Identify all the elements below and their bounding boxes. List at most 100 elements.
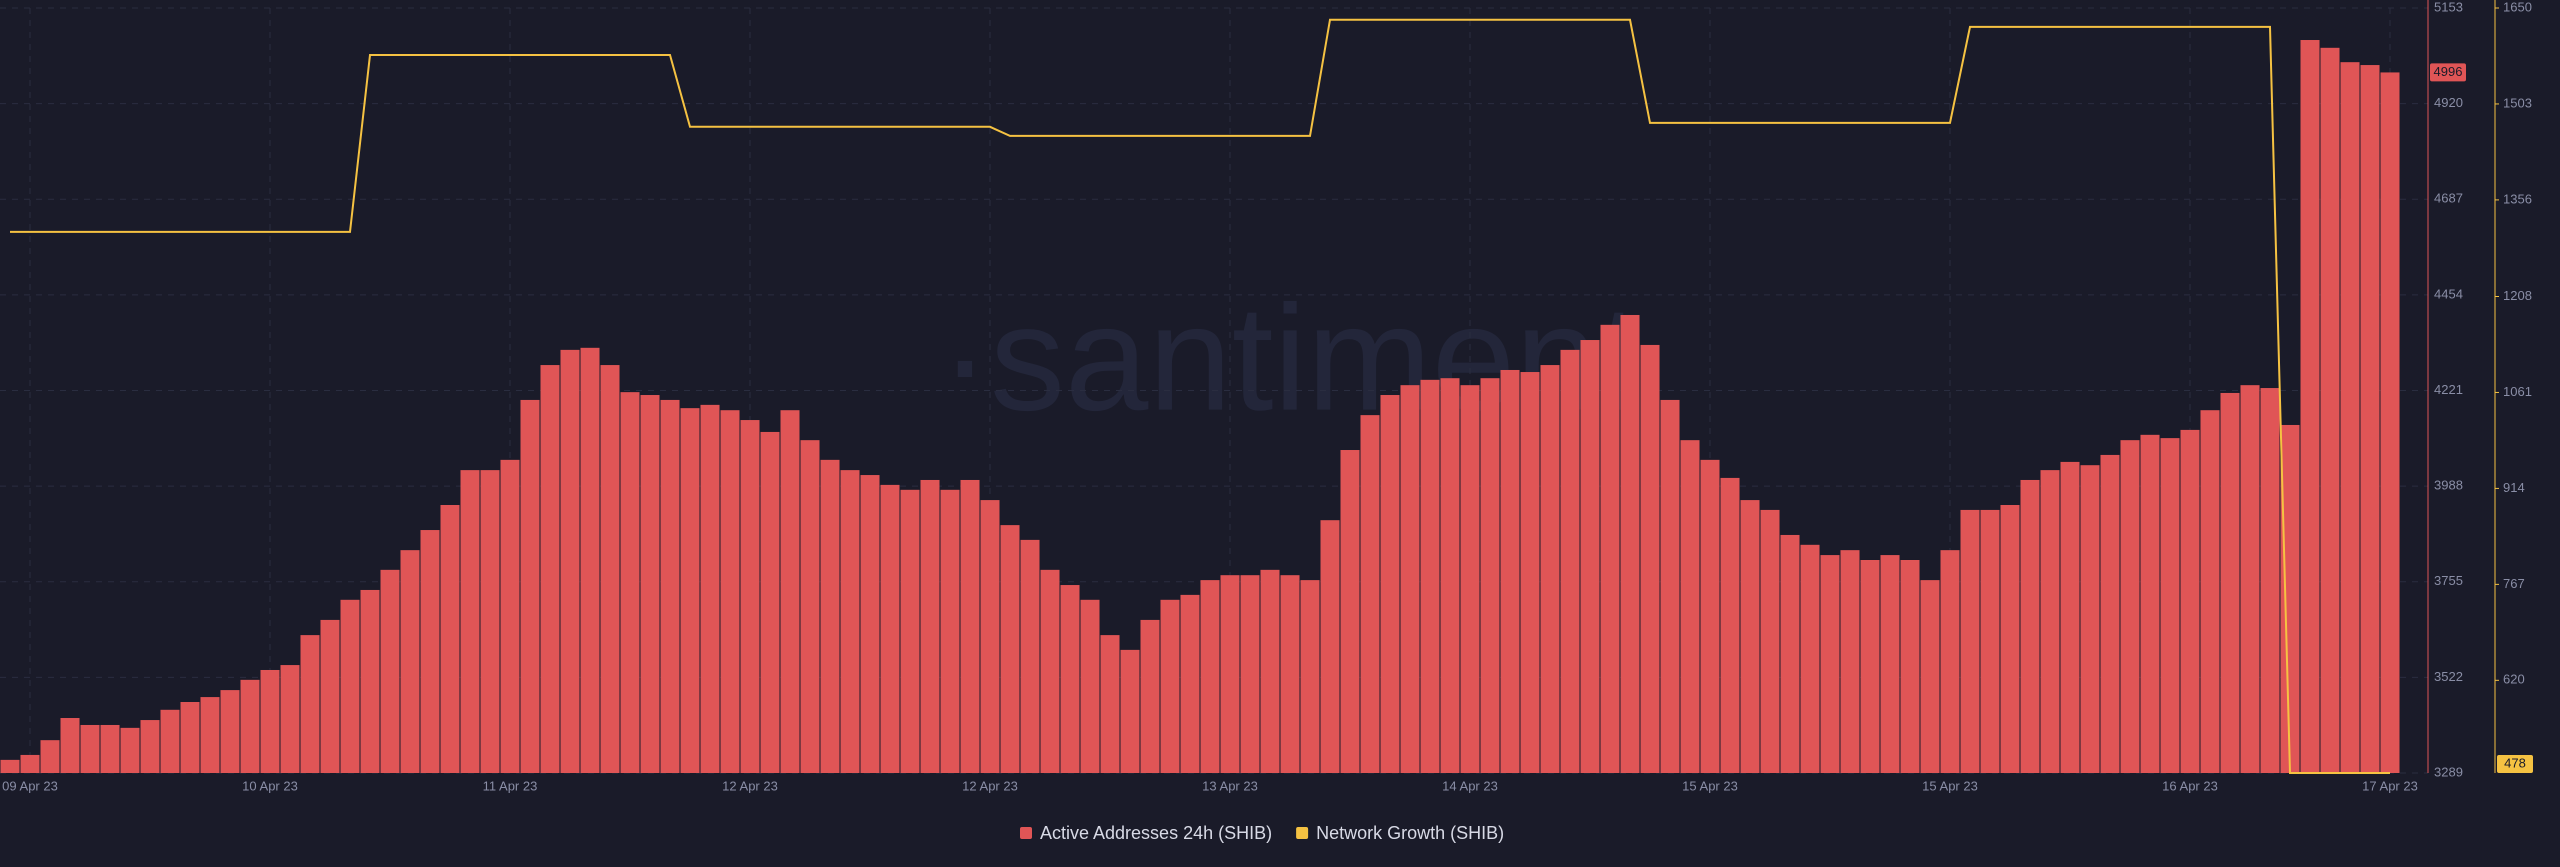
bar bbox=[640, 395, 660, 773]
x-tick-label: 15 Apr 23 bbox=[1682, 778, 1738, 793]
y-tick-label: 5153 bbox=[2434, 0, 2463, 14]
legend-swatch bbox=[1296, 827, 1309, 839]
legend-label[interactable]: Network Growth (SHIB) bbox=[1316, 823, 1504, 843]
y2-tick-label: 1503 bbox=[2503, 95, 2532, 110]
x-tick-label: 10 Apr 23 bbox=[242, 778, 298, 793]
bar bbox=[700, 404, 720, 773]
bar bbox=[1100, 635, 1120, 773]
bar bbox=[520, 399, 540, 773]
bar bbox=[340, 599, 360, 773]
x-tick-label: 13 Apr 23 bbox=[1202, 778, 1258, 793]
bar bbox=[720, 410, 740, 773]
bar bbox=[1340, 450, 1360, 773]
bar bbox=[260, 669, 280, 773]
bar bbox=[820, 459, 840, 773]
bar bbox=[2000, 505, 2020, 773]
y-tick-label: 3522 bbox=[2434, 669, 2463, 684]
x-tick-label: 11 Apr 23 bbox=[483, 778, 538, 793]
y2-tick-label: 1208 bbox=[2503, 288, 2532, 303]
bar bbox=[620, 392, 640, 773]
bar bbox=[1120, 649, 1140, 773]
bar bbox=[1000, 525, 1020, 773]
bar bbox=[1620, 314, 1640, 773]
bar bbox=[740, 420, 760, 773]
bar bbox=[500, 459, 520, 773]
bar bbox=[900, 489, 920, 773]
bar bbox=[300, 635, 320, 773]
bar bbox=[460, 470, 480, 773]
bar bbox=[120, 727, 140, 773]
bar bbox=[60, 718, 80, 773]
x-tick-label: 12 Apr 23 bbox=[962, 778, 1018, 793]
bar bbox=[360, 589, 380, 773]
bar bbox=[1880, 555, 1900, 773]
bar bbox=[2140, 434, 2160, 773]
y-tick-label: 3289 bbox=[2434, 764, 2463, 779]
bar bbox=[240, 679, 260, 773]
bar bbox=[980, 500, 1000, 773]
bar bbox=[1320, 520, 1340, 773]
legend-label[interactable]: Active Addresses 24h (SHIB) bbox=[1040, 823, 1272, 843]
bar bbox=[1680, 440, 1700, 773]
y2-tick-label: 914 bbox=[2503, 480, 2525, 495]
bar bbox=[1420, 379, 1440, 773]
last-value-tag bbox=[2497, 755, 2533, 773]
bar bbox=[1380, 395, 1400, 773]
y-tick-label: 3988 bbox=[2434, 478, 2463, 493]
bar bbox=[200, 697, 220, 773]
bar bbox=[560, 349, 580, 773]
bar bbox=[1860, 559, 1880, 773]
bar bbox=[1800, 544, 1820, 773]
bar bbox=[280, 665, 300, 773]
bar bbox=[1960, 509, 1980, 773]
bar bbox=[2040, 470, 2060, 773]
bar bbox=[2220, 392, 2240, 773]
bar bbox=[2100, 454, 2120, 773]
bar bbox=[2080, 465, 2100, 773]
last-value-label: 4996 bbox=[2434, 64, 2463, 79]
bar bbox=[2320, 47, 2340, 773]
last-value-label: 478 bbox=[2504, 755, 2526, 770]
x-tick-label: 17 Apr 23 bbox=[2362, 778, 2418, 793]
bar bbox=[1940, 550, 1960, 773]
bar bbox=[2160, 438, 2180, 773]
bar bbox=[680, 408, 700, 773]
legend: Active Addresses 24h (SHIB) Network Growt… bbox=[1020, 823, 1504, 843]
bar bbox=[1500, 369, 1520, 773]
last-value-tag bbox=[2430, 63, 2466, 82]
bar bbox=[1740, 500, 1760, 773]
bar bbox=[1200, 580, 1220, 773]
bar bbox=[1260, 569, 1280, 773]
bar bbox=[1560, 349, 1580, 773]
bar bbox=[1700, 459, 1720, 773]
bar bbox=[2120, 440, 2140, 773]
bar bbox=[780, 410, 800, 773]
bar bbox=[1400, 385, 1420, 773]
bar bbox=[1900, 559, 1920, 773]
bar bbox=[2180, 429, 2200, 773]
bar bbox=[580, 347, 600, 773]
bar bbox=[1180, 594, 1200, 773]
bar bbox=[1240, 575, 1260, 773]
bar bbox=[2340, 62, 2360, 773]
bar bbox=[180, 701, 200, 773]
bar bbox=[0, 759, 20, 773]
bar bbox=[660, 399, 680, 773]
bar bbox=[1980, 509, 2000, 773]
bar bbox=[1540, 365, 1560, 773]
y-tick-label: 3755 bbox=[2434, 573, 2463, 588]
y-tick-label: 4920 bbox=[2434, 95, 2463, 110]
y-tick-label: 4221 bbox=[2434, 382, 2463, 397]
x-tick-label: 15 Apr 23 bbox=[1922, 778, 1978, 793]
bar bbox=[1820, 555, 1840, 773]
bar bbox=[20, 754, 40, 773]
bar bbox=[440, 505, 460, 773]
bar bbox=[2260, 388, 2280, 773]
bar bbox=[400, 550, 420, 773]
y-tick-label: 4687 bbox=[2434, 191, 2463, 206]
bar bbox=[1160, 599, 1180, 773]
bar bbox=[380, 569, 400, 773]
bar bbox=[40, 740, 60, 773]
y2-tick-label: 767 bbox=[2503, 576, 2525, 591]
